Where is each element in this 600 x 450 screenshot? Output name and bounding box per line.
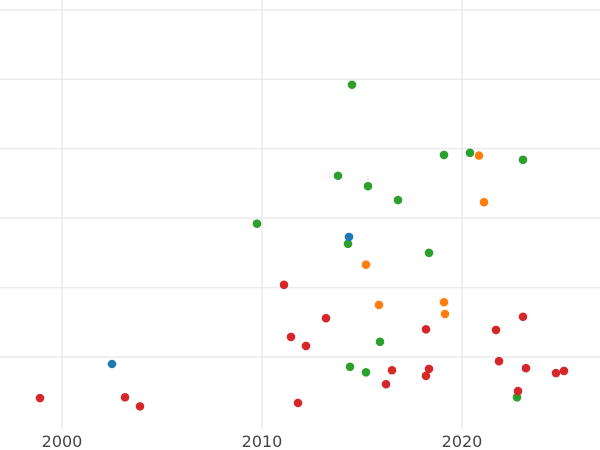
data-point bbox=[518, 312, 528, 322]
data-point bbox=[374, 300, 384, 310]
data-point bbox=[361, 368, 371, 377]
data-point bbox=[491, 325, 501, 335]
data-point bbox=[286, 332, 296, 342]
data-point bbox=[381, 379, 391, 389]
data-point bbox=[521, 363, 531, 373]
data-point bbox=[107, 359, 117, 369]
data-point bbox=[345, 362, 355, 372]
x-tick-label: 2000 bbox=[42, 432, 83, 450]
data-point bbox=[361, 260, 371, 269]
data-point bbox=[439, 150, 449, 160]
data-point bbox=[301, 341, 311, 351]
data-point bbox=[252, 219, 262, 228]
data-point bbox=[518, 155, 528, 165]
data-point bbox=[321, 313, 331, 323]
grid bbox=[0, 0, 600, 430]
data-point bbox=[479, 197, 489, 207]
data-point bbox=[347, 80, 357, 90]
data-point bbox=[424, 364, 434, 374]
data-point bbox=[421, 324, 431, 334]
data-point bbox=[393, 195, 403, 205]
data-points bbox=[35, 80, 569, 411]
data-point bbox=[333, 171, 343, 181]
data-point bbox=[279, 280, 289, 290]
x-tick-label: 2020 bbox=[442, 432, 483, 450]
data-point bbox=[421, 371, 431, 381]
data-point bbox=[551, 368, 561, 378]
data-point bbox=[344, 232, 354, 242]
data-point bbox=[387, 365, 397, 375]
data-point bbox=[513, 386, 523, 396]
data-point bbox=[494, 356, 504, 366]
data-point bbox=[424, 248, 434, 258]
data-point bbox=[474, 151, 484, 160]
data-point bbox=[35, 393, 45, 403]
data-point bbox=[120, 393, 130, 402]
data-point bbox=[375, 337, 385, 347]
data-point bbox=[363, 181, 373, 191]
x-axis-ticks: 2000 2010 2020 bbox=[42, 432, 483, 450]
data-point bbox=[559, 366, 569, 376]
data-point bbox=[465, 148, 475, 158]
data-point bbox=[439, 297, 449, 307]
data-point bbox=[135, 402, 145, 411]
data-point bbox=[440, 309, 450, 319]
x-tick-label: 2010 bbox=[242, 432, 283, 450]
data-point bbox=[293, 398, 303, 408]
data-point bbox=[343, 239, 353, 249]
